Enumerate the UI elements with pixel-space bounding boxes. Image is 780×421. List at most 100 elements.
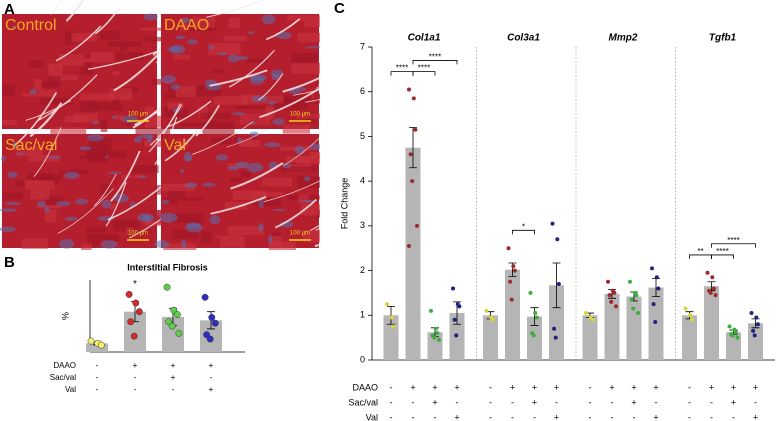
fiber-gap	[318, 83, 320, 87]
fiber-gap	[226, 128, 269, 148]
condition-sign: +	[532, 382, 537, 392]
data-point	[631, 306, 636, 311]
tissue-shade	[2, 119, 17, 125]
tissue-shade	[87, 234, 119, 242]
data-point	[175, 329, 183, 337]
collagen	[270, 69, 284, 77]
data-point	[490, 317, 495, 322]
y-tick-label: 0	[360, 354, 365, 364]
condition-sign: -	[489, 397, 492, 407]
fiber-gap	[148, 103, 181, 153]
panel-label: A	[4, 1, 15, 18]
condition-sign: -	[390, 397, 393, 407]
data-point	[389, 315, 394, 320]
tissue-shade	[180, 20, 187, 32]
scale-bar-label: 100 µm	[128, 231, 148, 237]
tissue-shade	[64, 116, 88, 123]
tissue-shade	[69, 169, 88, 175]
tissue-shade	[295, 113, 320, 119]
tissue-shade	[100, 30, 120, 40]
condition-sign: +	[709, 382, 714, 392]
tissue-shade	[283, 94, 312, 104]
condition-sign: +	[631, 382, 636, 392]
collagen	[64, 216, 78, 221]
bar	[483, 315, 498, 360]
data-point	[688, 313, 693, 318]
bar	[626, 296, 642, 360]
tissue-shade	[297, 176, 320, 188]
image-label: Val	[164, 137, 186, 154]
collagen	[113, 193, 130, 203]
condition-sign: +	[432, 382, 437, 392]
collagen	[111, 115, 117, 119]
tissue-shade	[30, 188, 50, 200]
tissue-shade	[268, 241, 297, 250]
y-tick-label: 2	[360, 265, 365, 275]
collagen	[261, 14, 276, 25]
data-point	[533, 311, 538, 316]
collagen	[255, 78, 266, 81]
collagen	[79, 146, 92, 151]
condition-sign: +	[410, 382, 415, 392]
data-point	[531, 333, 536, 338]
collagen	[180, 169, 185, 173]
collagen	[268, 234, 273, 244]
bar	[704, 286, 719, 360]
data-point	[584, 311, 588, 316]
collagen	[186, 222, 201, 228]
data-point	[555, 237, 560, 242]
fiber-gap	[310, 224, 320, 232]
group-label: Col3a1	[507, 33, 540, 44]
data-point	[528, 290, 533, 295]
condition-sign: +	[171, 361, 176, 370]
panel-label: B	[4, 254, 15, 271]
tissue-shade	[200, 112, 231, 119]
tissue-shade	[38, 89, 58, 94]
condition-sign: +	[731, 382, 736, 392]
data-point	[534, 315, 539, 320]
collagen	[11, 25, 18, 28]
chart: Fold Change 0 1 2 3 4 5 6 7 Col1a1 **** **** **** Col…	[339, 33, 775, 421]
collagen	[48, 156, 62, 159]
tissue-shade	[172, 213, 204, 224]
tissue-shade	[261, 95, 284, 104]
tissue-shade	[144, 36, 170, 42]
data-point	[735, 335, 740, 340]
tissue-shade	[15, 180, 25, 188]
fiber-gap	[292, 89, 320, 96]
fiber-gap	[282, 76, 320, 93]
tissue-shade	[262, 177, 293, 187]
tissue-shade	[173, 54, 190, 60]
tissue-shade	[232, 190, 267, 200]
tissue-shade	[65, 31, 74, 45]
condition-sign: -	[589, 397, 592, 407]
tissue-shade	[144, 140, 173, 147]
tissue-shade	[286, 156, 311, 163]
y-axis-label: %	[60, 312, 70, 320]
collagen	[137, 175, 148, 178]
tissue-shade	[115, 52, 144, 60]
condition-sign: +	[532, 397, 537, 407]
fiber-gap	[149, 104, 183, 146]
significance: ****	[396, 64, 408, 73]
tissue-shade	[281, 166, 318, 172]
data-point	[614, 304, 618, 309]
collagen	[185, 182, 198, 188]
data-point	[683, 306, 688, 311]
condition-sign: -	[134, 385, 137, 394]
data-point	[125, 290, 133, 298]
data-point	[727, 324, 732, 329]
condition-label: DAAO	[53, 361, 76, 370]
collagen	[217, 52, 228, 56]
data-point	[429, 308, 433, 313]
scale-bar-label: 100 µm	[290, 231, 310, 237]
condition-sign: +	[653, 412, 658, 421]
image-label: Control	[5, 17, 57, 34]
tissue-shade	[213, 96, 248, 105]
fiber-gap	[88, 50, 159, 70]
collagen	[134, 136, 142, 143]
data-point	[415, 223, 419, 228]
data-point	[173, 311, 181, 319]
condition-sign: -	[434, 412, 437, 421]
condition-sign: +	[209, 385, 214, 394]
